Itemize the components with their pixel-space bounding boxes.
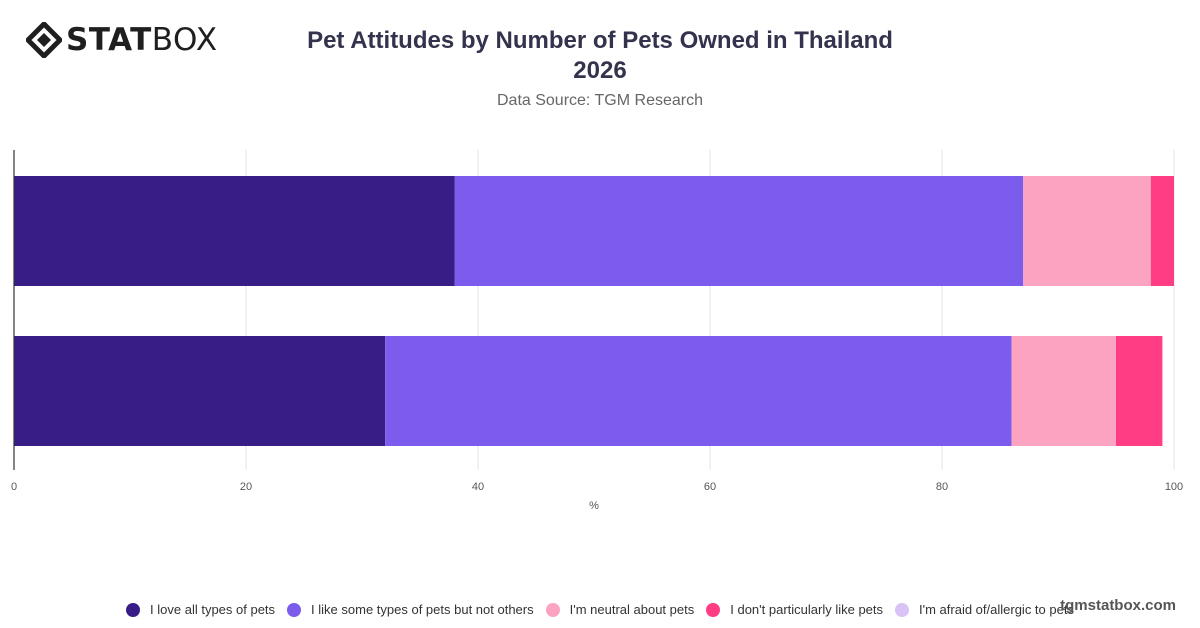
legend-label: I'm afraid of/allergic to pets <box>919 602 1074 617</box>
legend-item[interactable]: I like some types of pets but not others <box>287 602 534 617</box>
x-axis-label: % <box>589 500 599 512</box>
legend-item[interactable]: I'm neutral about pets <box>545 602 695 617</box>
legend-label: I like some types of pets but not others <box>311 602 534 617</box>
bar-segment <box>1116 336 1163 446</box>
chart-title: Pet Attitudes by Number of Pets Owned in… <box>307 27 893 84</box>
legend-item[interactable]: I'm afraid of/allergic to pets <box>895 602 1074 617</box>
bar-segment <box>14 176 455 286</box>
watermark: tgmstatbox.com <box>1060 597 1176 614</box>
legend-label: I love all types of pets <box>150 602 276 617</box>
chart-subtitle: Data Source: TGM Research <box>496 92 703 109</box>
x-tick-label: 80 <box>936 481 948 493</box>
x-tick-label: 0 <box>11 481 17 493</box>
legend-label: I don't particularly like pets <box>730 602 884 617</box>
bar-segment <box>1023 176 1151 286</box>
x-tick-label: 20 <box>240 481 252 493</box>
legend-swatch <box>545 602 560 617</box>
legend-item[interactable]: I love all types of pets <box>126 602 275 617</box>
x-tick-label: 60 <box>704 481 716 493</box>
legend-swatch <box>895 602 910 617</box>
stacked-bar-chart: 0 20 40 60 80 100% <box>11 150 1183 512</box>
x-tick-label: 100 <box>1165 481 1183 493</box>
statbox-logo-icon <box>26 22 62 58</box>
bar-segment <box>454 176 1024 286</box>
legend-item[interactable]: I don't particularly like pets <box>706 602 883 617</box>
x-tick-label: 40 <box>472 481 484 493</box>
legend-swatch <box>126 602 141 617</box>
legend-swatch <box>287 602 302 617</box>
bar-segment <box>385 336 1012 446</box>
legend-label: I'm neutral about pets <box>569 602 695 617</box>
bar-segment <box>1150 176 1174 286</box>
bar-segment <box>1011 336 1116 446</box>
chart-legend: I love all types of pets I like some type… <box>0 602 1200 617</box>
legend-swatch <box>706 602 721 617</box>
statbox-logo: STATBOX <box>26 22 218 58</box>
statbox-logo-text: STATBOX <box>66 22 218 58</box>
bar-segment <box>14 336 386 446</box>
